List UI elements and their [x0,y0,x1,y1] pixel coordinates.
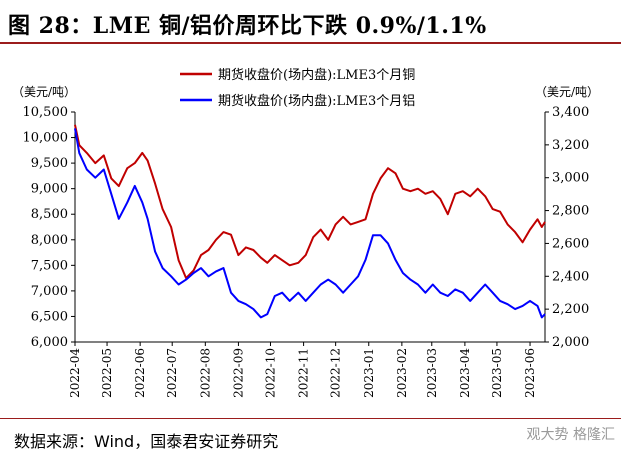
x-tick-label: 2022-06 [133,348,147,398]
y-left-tick-label: 10,000 [23,131,69,146]
x-tick-label: 2022-05 [100,348,114,398]
source-note: 数据来源：Wind，国泰君安证券研究 [14,432,279,451]
y-right-tick-label: 3,000 [552,171,589,186]
x-tick-label: 2022-11 [297,348,311,398]
y-left-tick-label: 10,500 [23,105,69,120]
legend-label: 期货收盘价(场内盘):LME3个月铝 [218,93,415,109]
x-tick-label: 2023-04 [458,348,472,398]
y-left-tick-label: 8,500 [31,207,68,222]
y-right-tick-label: 2,800 [552,204,589,219]
y-left-tick-label: 6,500 [31,309,68,324]
y-left-tick-label: 9,500 [31,156,68,171]
title-divider [0,42,621,44]
x-tick-label: 2022-08 [198,348,212,398]
y-left-tick-label: 7,000 [31,284,68,299]
x-tick-label: 2023-02 [395,348,409,398]
x-tick-label: 2023-01 [362,348,376,398]
line-chart: 6,000 6,500 7,000 7,500 8,000 8,500 9,000 9,500… [12,67,599,398]
x-tick-label: 2022-04 [68,348,82,398]
x-tick-label: 2022-10 [263,348,277,398]
watermark-logo: 观大势 格隆汇 [526,427,615,443]
y-right-tick-label: 2,000 [552,335,589,350]
aluminum-price-line [74,128,546,319]
y-right-tick-label: 3,200 [552,138,589,153]
page-title: 图 28：LME 铜/铝价周环比下跌 0.9%/1.1% [8,13,487,39]
y-right-tick-label: 2,200 [552,302,589,317]
y-right-tick-label: 2,400 [552,269,589,284]
x-tick-label: 2022-09 [231,348,245,398]
x-tick-label: 2022-07 [165,348,179,398]
y-left-tick-label: 8,000 [31,233,68,248]
y-left-tick-label: 9,000 [31,182,68,197]
y-right-tick-label: 2,600 [552,236,589,251]
x-tick-label: 2023-03 [425,348,439,398]
y-right-tick-label: 3,400 [552,105,589,120]
y-left-tick-label: 6,000 [31,335,68,350]
legend-label: 期货收盘价(场内盘):LME3个月铜 [218,67,415,83]
x-tick-label: 2023-06 [523,348,537,398]
footer-divider [0,418,621,419]
y-left-unit: （美元/吨） [12,85,76,99]
chart-series [74,124,546,319]
y-left-tick-label: 7,500 [31,258,68,273]
copper-price-line [74,124,546,280]
x-tick-label: 2023-05 [490,348,504,398]
y-right-unit: （美元/吨） [535,85,599,99]
x-tick-label: 2022-12 [329,348,343,398]
chart-axes: 6,000 6,500 7,000 7,500 8,000 8,500 9,000 9,500… [12,85,599,398]
